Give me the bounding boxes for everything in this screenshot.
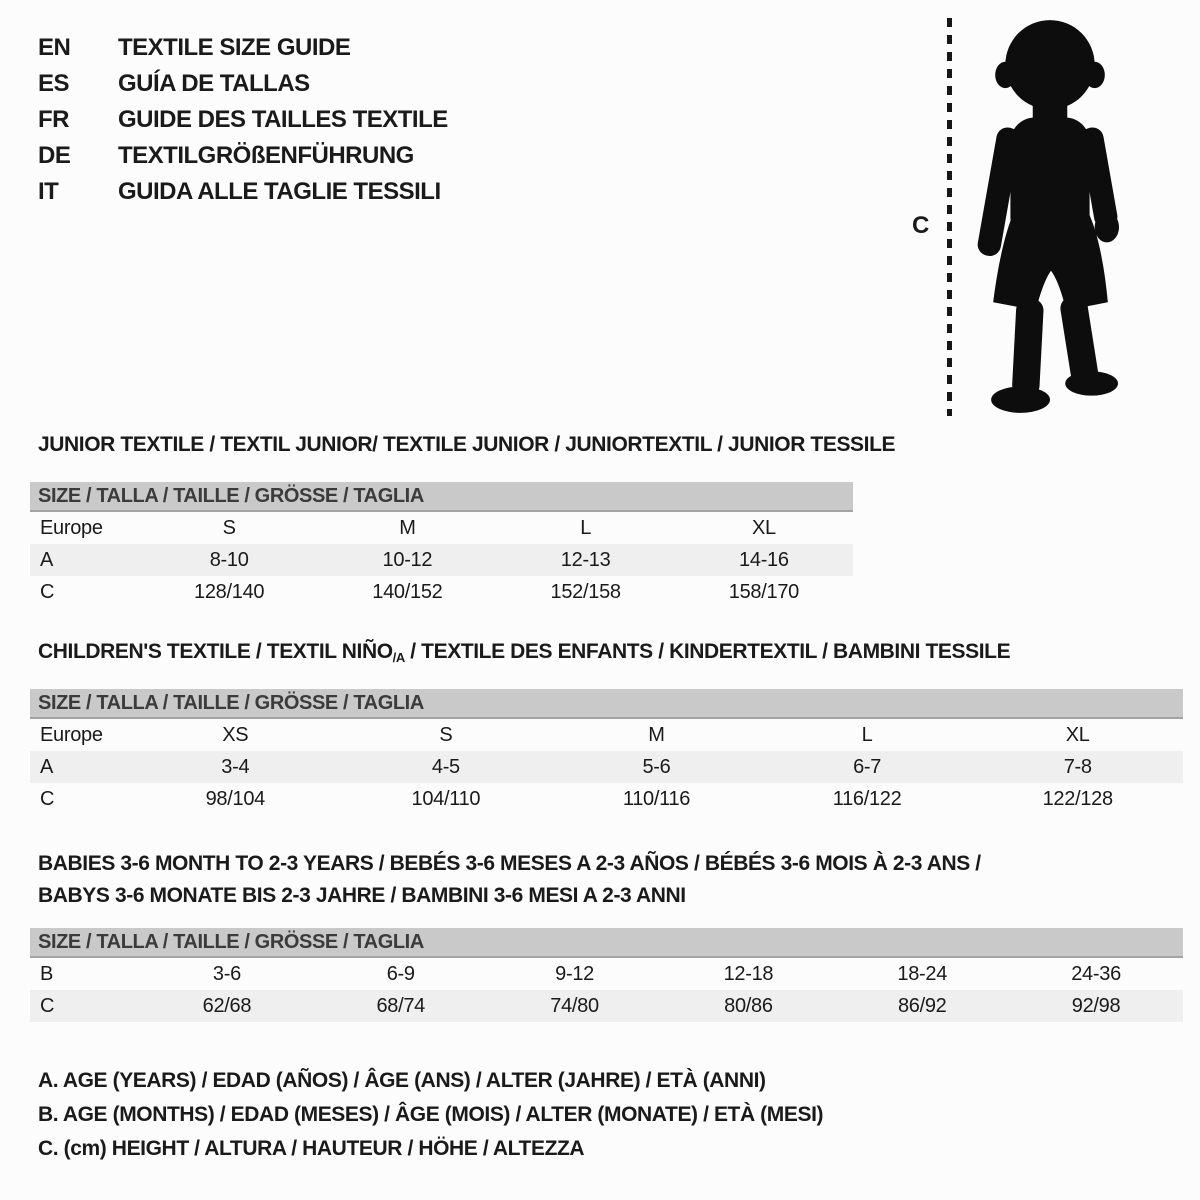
children-row-height: C 98/104 104/110 110/116 116/122 122/128: [30, 783, 1183, 815]
table-cell: M: [648, 723, 665, 746]
babies-size-table: SIZE / TALLA / TAILLE / GRÖSSE / TAGLIA …: [30, 928, 1183, 1022]
table-cell: 5-6: [642, 755, 671, 778]
lang-code: EN: [38, 34, 71, 61]
babies-row-height: C 62/68 68/74 74/80 80/86 86/92 92/98: [30, 990, 1183, 1022]
babies-row-months: B 3-6 6-9 9-12 12-18 18-24 24-36: [30, 958, 1183, 990]
guide-title: GUÍA DE TALLAS: [118, 70, 310, 97]
table-cell: 10-12: [382, 548, 433, 571]
table-cell: 62/68: [202, 994, 252, 1017]
babies-title-line1: BABIES 3-6 MONTH TO 2-3 YEARS / BEBÉS 3-…: [38, 852, 981, 875]
table-cell: XS: [222, 723, 249, 746]
babies-title-line2: BABYS 3-6 MONATE BIS 2-3 JAHRE / BAMBINI…: [38, 884, 686, 907]
junior-size-table: SIZE / TALLA / TAILLE / GRÖSSE / TAGLIA …: [30, 482, 853, 608]
table-cell: 110/116: [622, 787, 691, 810]
junior-header-row: Europe S M L XL: [30, 512, 853, 544]
children-header-row: Europe XS S M L XL: [30, 719, 1183, 751]
table-cell: S: [222, 516, 236, 539]
table-cell: 24-36: [1071, 962, 1121, 985]
lang-row-en: EN TEXTILE SIZE GUIDE: [38, 30, 448, 66]
guide-title: TEXTILGRÖßENFÜHRUNG: [118, 142, 414, 169]
table-cell: 92/98: [1071, 994, 1121, 1017]
table-cell: 18-24: [897, 962, 948, 985]
table-cell: 104/110: [411, 787, 481, 810]
legend-line-b: B. AGE (MONTHS) / EDAD (MESES) / ÂGE (MO…: [38, 1103, 824, 1126]
height-measure-dashed-line: [947, 18, 952, 416]
table-cell: M: [399, 516, 416, 539]
size-band: SIZE / TALLA / TAILLE / GRÖSSE / TAGLIA: [30, 928, 1183, 958]
table-cell: 3-6: [212, 962, 241, 985]
children-size-table: SIZE / TALLA / TAILLE / GRÖSSE / TAGLIA …: [30, 689, 1183, 815]
table-cell: XL: [1065, 723, 1090, 746]
lang-row-it: IT GUIDA ALLE TAGLIE TESSILI: [38, 174, 448, 210]
table-cell: 122/128: [1042, 787, 1114, 810]
table-cell: 12-18: [723, 962, 774, 985]
children-section-title: CHILDREN'S TEXTILE / TEXTIL NIÑO/A / TEX…: [38, 640, 1011, 665]
children-row-age: A 3-4 4-5 5-6 6-7 7-8: [30, 751, 1183, 783]
children-title-subscript: /A: [392, 650, 406, 665]
table-cell: L: [580, 516, 592, 539]
table-cell: 9-12: [555, 962, 594, 985]
table-cell: 8-10: [209, 548, 249, 571]
table-cell: 6-7: [853, 755, 882, 778]
table-cell: C: [40, 580, 55, 603]
table-cell: Europe: [40, 516, 103, 539]
children-title-post: / TEXTILE DES ENFANTS / KINDERTEXTIL / B…: [404, 640, 1011, 663]
language-header: EN TEXTILE SIZE GUIDE ES GUÍA DE TALLAS …: [38, 30, 448, 210]
table-cell: Europe: [40, 723, 103, 746]
legend-line-c: C. (cm) HEIGHT / ALTURA / HAUTEUR / HÖHE…: [38, 1137, 585, 1160]
table-cell: B: [40, 962, 54, 985]
size-band: SIZE / TALLA / TAILLE / GRÖSSE / TAGLIA: [30, 689, 1183, 719]
table-cell: 7-8: [1063, 755, 1092, 778]
table-cell: 86/92: [897, 994, 947, 1017]
table-cell: 152/158: [550, 580, 622, 603]
table-cell: XL: [751, 516, 776, 539]
table-cell: 3-4: [221, 755, 250, 778]
babies-section-title: BABIES 3-6 MONTH TO 2-3 YEARS / BEBÉS 3-…: [38, 848, 981, 912]
table-cell: L: [861, 723, 873, 746]
lang-row-es: ES GUÍA DE TALLAS: [38, 66, 448, 102]
table-cell: S: [439, 723, 453, 746]
lang-code: IT: [38, 178, 59, 205]
junior-row-age: A 8-10 10-12 12-13 14-16: [30, 544, 853, 576]
table-cell: 98/104: [205, 787, 266, 810]
height-measure-label: C: [912, 212, 930, 239]
table-cell: A: [40, 755, 54, 778]
lang-code: FR: [38, 106, 70, 133]
junior-row-height: C 128/140 140/152 152/158 158/170: [30, 576, 853, 608]
junior-section-title: JUNIOR TEXTILE / TEXTIL JUNIOR/ TEXTILE …: [38, 433, 896, 456]
toddler-silhouette-icon: [977, 20, 1120, 413]
lang-code: ES: [38, 70, 70, 97]
table-cell: 140/152: [372, 580, 443, 603]
table-cell: 116/122: [832, 787, 902, 810]
lang-code: DE: [38, 142, 71, 169]
table-cell: 80/86: [724, 994, 773, 1017]
guide-title: TEXTILE SIZE GUIDE: [118, 34, 351, 61]
table-cell: 6-9: [386, 962, 415, 985]
size-band: SIZE / TALLA / TAILLE / GRÖSSE / TAGLIA: [30, 482, 853, 512]
table-cell: C: [40, 787, 55, 810]
guide-title: GUIDA ALLE TAGLIE TESSILI: [118, 178, 441, 205]
legend-line-a: A. AGE (YEARS) / EDAD (AÑOS) / ÂGE (ANS)…: [38, 1069, 766, 1092]
children-title-pre: CHILDREN'S TEXTILE / TEXTIL NIÑO: [38, 640, 393, 663]
lang-row-de: DE TEXTILGRÖßENFÜHRUNG: [38, 138, 448, 174]
table-cell: C: [40, 994, 55, 1017]
guide-title: GUIDE DES TAILLES TEXTILE: [118, 106, 448, 133]
table-cell: A: [40, 548, 54, 571]
table-cell: 158/170: [728, 580, 800, 603]
lang-row-fr: FR GUIDE DES TAILLES TEXTILE: [38, 102, 448, 138]
table-cell: 12-13: [560, 548, 611, 571]
measure-legend: A. AGE (YEARS) / EDAD (AÑOS) / ÂGE (ANS)…: [38, 1064, 824, 1166]
table-cell: 128/140: [194, 580, 265, 603]
table-cell: 74/80: [550, 994, 599, 1017]
table-cell: 68/74: [376, 994, 426, 1017]
table-cell: 14-16: [739, 548, 789, 571]
table-cell: 4-5: [431, 755, 460, 778]
